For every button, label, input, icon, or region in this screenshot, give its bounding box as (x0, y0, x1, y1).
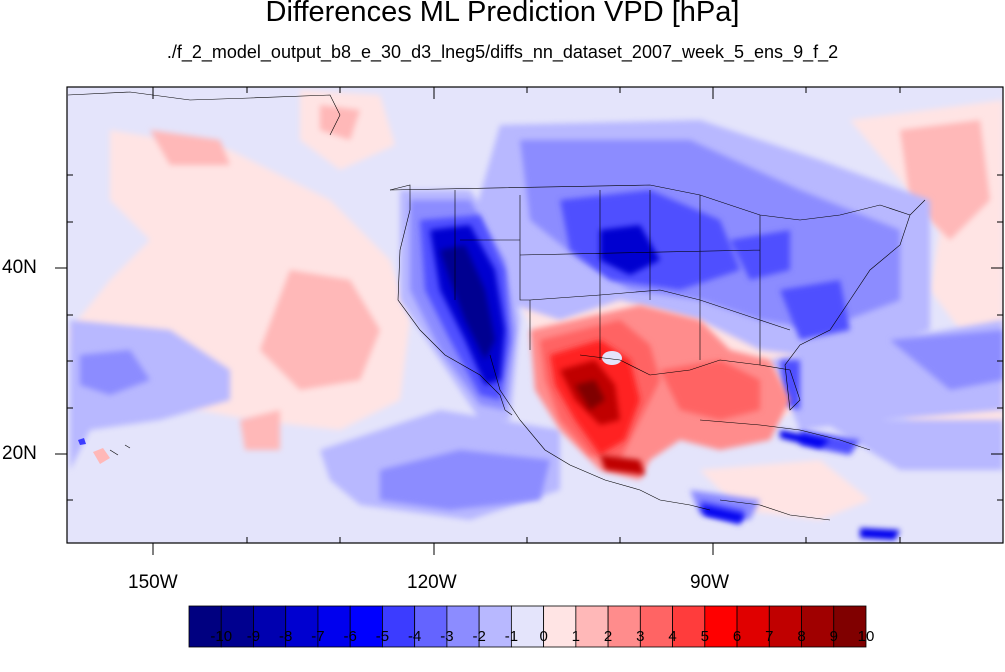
colorbar-box (253, 605, 287, 648)
colorbar-box (575, 605, 609, 648)
colorbar-tick-label: -6 (343, 628, 357, 645)
colorbar-box (704, 605, 738, 648)
colorbar-tick-label: -9 (246, 628, 261, 645)
colorbar-tick-label: -5 (375, 628, 390, 645)
colorbar-box (801, 605, 835, 648)
lat-label-40n: 40N (2, 257, 37, 278)
colorbar-tick-label: 1 (571, 628, 581, 645)
coastlines (67, 91, 926, 521)
colorbar-box (220, 605, 254, 648)
colorbar-box (317, 605, 351, 648)
colorbar-tick-label: -8 (279, 628, 293, 645)
colorbar-box (672, 605, 706, 648)
axis-ticks (55, 87, 1003, 555)
colorbar (188, 605, 867, 648)
colorbar-tick-label: 9 (829, 628, 838, 645)
colorbar-box (833, 605, 867, 648)
colorbar-box (543, 605, 577, 648)
colorbar-tick-label: -4 (407, 628, 422, 645)
lon-label-150w: 150W (128, 572, 178, 593)
colorbar-tick-label: 2 (603, 628, 613, 645)
colorbar-tick-label: 6 (732, 628, 742, 645)
lon-label-120w: 120W (407, 572, 457, 593)
colorbar-tick-label: -1 (504, 628, 519, 645)
colorbar-tick-label: 4 (668, 628, 677, 645)
colorbar-box (607, 605, 641, 648)
colorbar-box (382, 605, 416, 648)
lat-label-20n: 20N (2, 443, 37, 464)
colorbar-box (285, 605, 319, 648)
map-subtitle: ./f_2_model_output_b8_e_30_d3_lneg5/diff… (166, 42, 839, 62)
colorbar-box (736, 605, 770, 648)
colorbar-box (510, 605, 545, 648)
colorbar-box (414, 605, 448, 648)
colorbar-tick-label: 8 (797, 628, 806, 645)
colorbar-tick-label: 5 (700, 628, 709, 645)
map-field (67, 87, 1003, 543)
colorbar-tick-label: 3 (636, 628, 645, 645)
colorbar-tick-label: 10 (857, 628, 875, 645)
colorbar-tick-label: -10 (210, 628, 233, 645)
colorbar-tick-label: -2 (472, 628, 486, 645)
colorbar-tick-label: 0 (539, 628, 548, 645)
map-title: Differences ML Prediction VPD [hPa] (265, 0, 740, 28)
colorbar-tick-label: 7 (765, 628, 774, 645)
colorbar-tick-label: -7 (311, 628, 325, 645)
lon-label-90w: 90W (690, 572, 730, 593)
colorbar-box (478, 605, 512, 648)
colorbar-tick-label: -3 (440, 628, 454, 645)
